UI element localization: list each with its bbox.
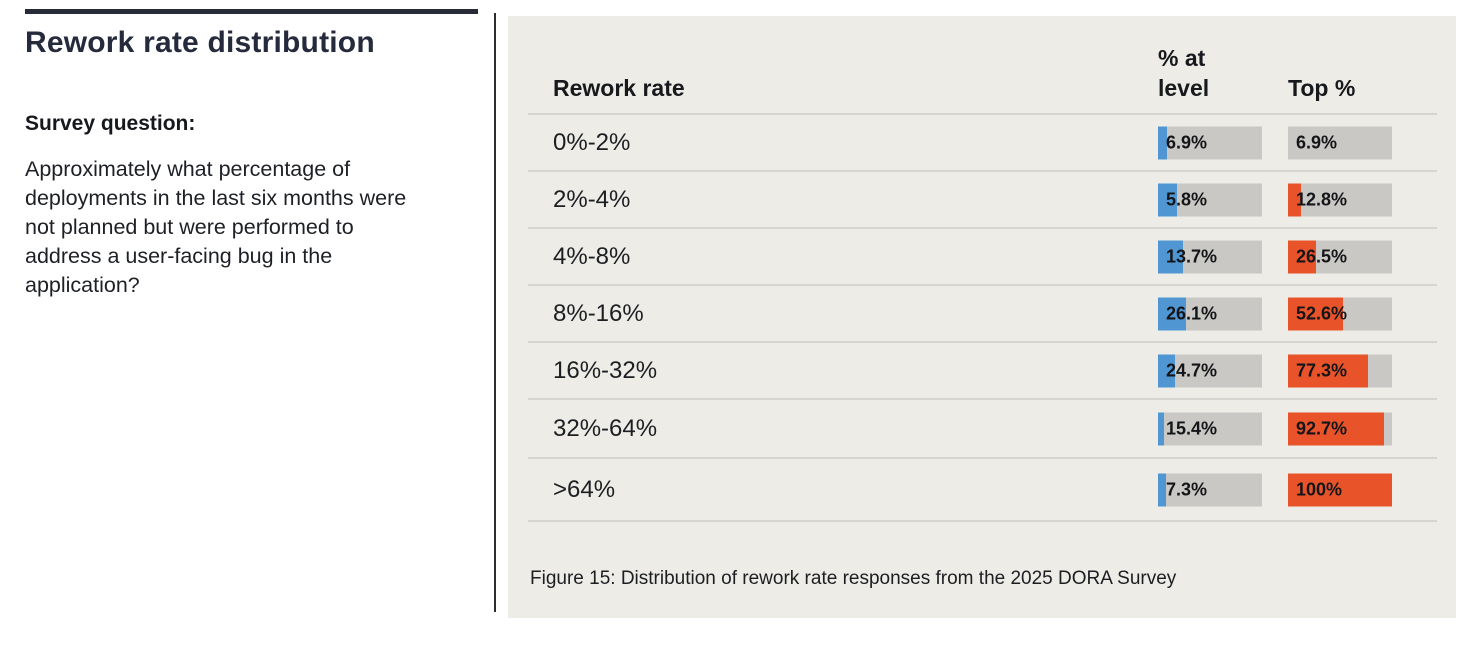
page-title: Rework rate distribution <box>25 26 375 59</box>
column-header-at-level-line1: % at <box>1158 45 1206 71</box>
top-pct-bar: 12.8% <box>1288 183 1392 216</box>
figure-panel: Rework rate % at level Top % 0%-2% 6.9% 6.… <box>508 16 1456 618</box>
at-level-bar-fill <box>1158 126 1167 159</box>
column-header-top-pct: Top % <box>1288 75 1356 101</box>
top-pct-value: 26.5% <box>1296 246 1348 266</box>
figure-caption: Figure 15: Distribution of rework rate r… <box>530 568 1177 589</box>
top-pct-value: 6.9% <box>1296 132 1338 152</box>
top-pct-bar-fill <box>1288 412 1385 445</box>
at-level-value: 5.8% <box>1166 189 1208 209</box>
rework-rate-range-label: 0%-2% <box>553 128 631 156</box>
rework-rate-range-label: 4%-8% <box>553 242 631 270</box>
at-level-bar-fill <box>1158 297 1186 330</box>
at-level-value: 6.9% <box>1166 132 1208 152</box>
at-level-bar-fill <box>1158 354 1175 387</box>
at-level-bar-fill <box>1158 183 1178 216</box>
top-pct-bar-fill <box>1288 240 1316 273</box>
rework-rate-range-label: 16%-32% <box>553 356 658 384</box>
top-pct-bar-fill <box>1288 473 1392 506</box>
at-level-value: 7.3% <box>1166 479 1208 499</box>
table-row: 8%-16% 26.1% 52.6% <box>528 284 1437 341</box>
at-level-bar-fill <box>1158 240 1183 273</box>
top-pct-bar: 100% <box>1288 473 1392 506</box>
top-pct-value: 92.7% <box>1296 418 1348 438</box>
rework-rate-range-label: 2%-4% <box>553 185 631 213</box>
column-header-rework-rate: Rework rate <box>553 75 685 101</box>
top-pct-bar-fill <box>1288 354 1369 387</box>
top-pct-bar: 92.7% <box>1288 412 1392 445</box>
at-level-bar-fill <box>1158 473 1166 506</box>
rework-rate-range-label: 8%-16% <box>553 299 644 327</box>
at-level-bar: 13.7% <box>1158 240 1262 273</box>
distribution-table-body: 0%-2% 6.9% 6.9% 2%-4% 5.8% 12.8% 4%-8% 13.7% 26.… <box>528 113 1437 522</box>
at-level-value: 13.7% <box>1166 246 1218 266</box>
top-pct-bar: 77.3% <box>1288 354 1392 387</box>
at-level-bar-fill <box>1158 412 1165 445</box>
table-row: 4%-8% 13.7% 26.5% <box>528 227 1437 284</box>
at-level-value: 26.1% <box>1166 303 1218 323</box>
column-header-at-level: % at level <box>1158 43 1209 103</box>
top-pct-bar-fill <box>1288 297 1343 330</box>
top-pct-bar: 26.5% <box>1288 240 1392 273</box>
vertical-divider <box>494 13 496 612</box>
at-level-bar: 15.4% <box>1158 412 1262 445</box>
top-pct-value: 77.3% <box>1296 360 1348 380</box>
survey-question-label: Survey question: <box>25 112 196 135</box>
at-level-bar: 7.3% <box>1158 473 1262 506</box>
survey-question-text: Approximately what percentage of deploym… <box>25 157 407 297</box>
table-row: >64% 7.3% 100% <box>528 457 1437 520</box>
table-row: 32%-64% 15.4% 92.7% <box>528 398 1437 457</box>
top-pct-value: 52.6% <box>1296 303 1348 323</box>
top-pct-bar-fill <box>1288 183 1302 216</box>
column-header-at-level-line2: level <box>1158 75 1210 101</box>
rework-rate-range-label: >64% <box>553 475 616 503</box>
top-pct-bar: 6.9% <box>1288 126 1392 159</box>
table-row: 0%-2% 6.9% 6.9% <box>528 113 1437 170</box>
title-rule <box>25 9 478 14</box>
at-level-value: 15.4% <box>1166 418 1218 438</box>
rework-rate-range-label: 32%-64% <box>553 414 658 442</box>
top-pct-bar: 52.6% <box>1288 297 1392 330</box>
at-level-bar: 6.9% <box>1158 126 1262 159</box>
at-level-bar: 26.1% <box>1158 297 1262 330</box>
at-level-value: 24.7% <box>1166 360 1218 380</box>
top-pct-value: 12.8% <box>1296 189 1348 209</box>
table-row: 16%-32% 24.7% 77.3% <box>528 341 1437 398</box>
at-level-bar: 24.7% <box>1158 354 1262 387</box>
top-pct-value: 100% <box>1296 479 1343 499</box>
table-row: 2%-4% 5.8% 12.8% <box>528 170 1437 227</box>
at-level-bar: 5.8% <box>1158 183 1262 216</box>
